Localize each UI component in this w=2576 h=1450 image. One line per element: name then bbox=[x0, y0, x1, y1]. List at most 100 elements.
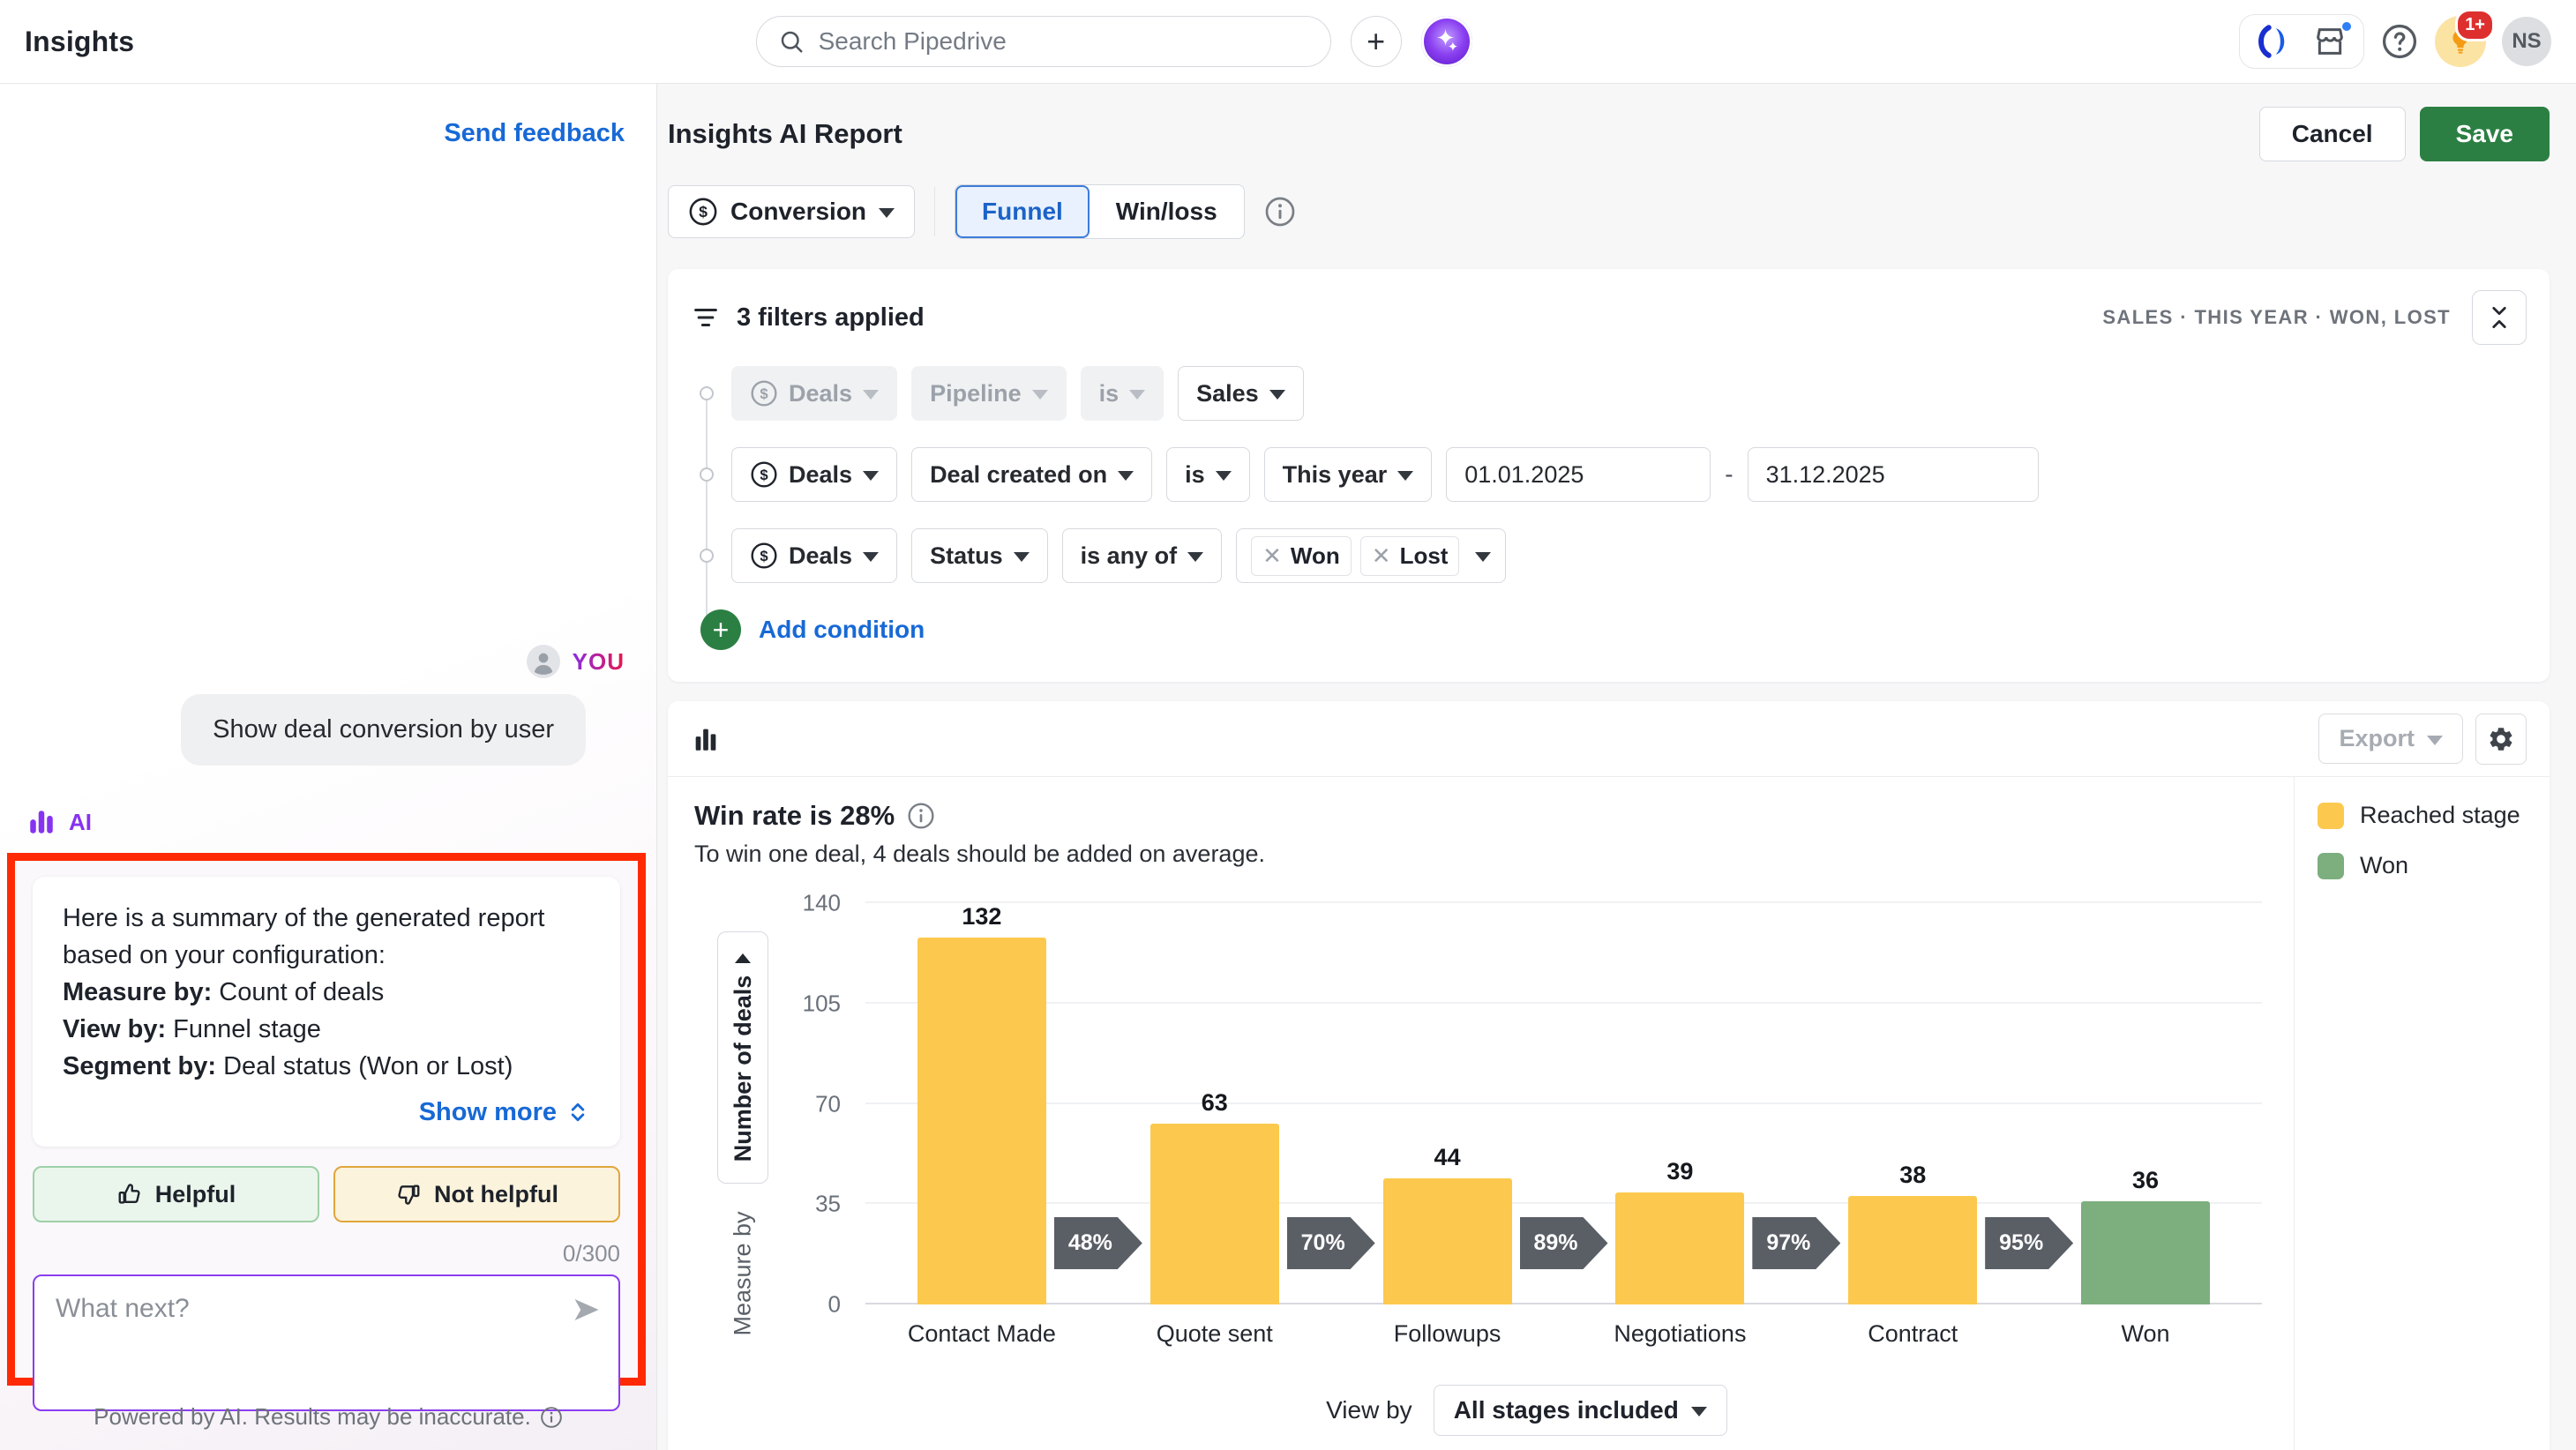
period-dropdown[interactable]: This year bbox=[1264, 447, 1433, 502]
suggestions-count-badge: 1+ bbox=[2455, 9, 2495, 41]
legend-item-won: Won bbox=[2318, 852, 2550, 879]
addons-group bbox=[2239, 14, 2364, 69]
remove-chip-icon[interactable]: ✕ bbox=[1372, 542, 1391, 570]
conversion-rate-badge: 70% bbox=[1287, 1217, 1375, 1269]
notification-dot bbox=[2340, 20, 2353, 33]
x-tick-label: Contact Made bbox=[865, 1320, 1098, 1348]
operator-dropdown[interactable]: is any of bbox=[1062, 528, 1223, 583]
tab-funnel[interactable]: Funnel bbox=[955, 185, 1090, 238]
info-icon[interactable] bbox=[907, 802, 935, 830]
help-icon[interactable] bbox=[2380, 22, 2419, 61]
quick-add-button[interactable]: + bbox=[1351, 16, 1402, 67]
condition-rail bbox=[706, 393, 708, 630]
filter-row-pipeline: $ Deals Pipeline is Sales bbox=[682, 366, 2525, 421]
date-to-input[interactable] bbox=[1748, 447, 2039, 502]
ai-disclaimer: Powered by AI. Results may be inaccurate… bbox=[0, 1403, 656, 1431]
send-feedback-link[interactable]: Send feedback bbox=[444, 119, 625, 148]
brand-app-icon[interactable] bbox=[2254, 22, 2293, 61]
pipeline-value-dropdown[interactable]: Sales bbox=[1178, 366, 1304, 421]
bar-chart-icon bbox=[691, 724, 721, 754]
y-tick-label: 35 bbox=[815, 1191, 841, 1218]
date-from-input[interactable] bbox=[1446, 447, 1711, 502]
expand-collapse-icon bbox=[565, 1100, 590, 1125]
legend-swatch-1 bbox=[2318, 853, 2344, 879]
chart-legend: Reached stage Won bbox=[2294, 777, 2550, 1450]
thumbs-up-icon bbox=[116, 1181, 143, 1207]
status-values-multiselect[interactable]: ✕ Won ✕ Lost bbox=[1236, 528, 1506, 583]
operator-dropdown: is bbox=[1081, 366, 1164, 421]
gear-icon bbox=[2487, 725, 2515, 753]
view-by-dropdown[interactable]: All stages included bbox=[1434, 1385, 1727, 1436]
y-tick-label: 105 bbox=[803, 990, 841, 1017]
y-tick-label: 0 bbox=[828, 1291, 841, 1319]
value-chip-won: ✕ Won bbox=[1251, 536, 1352, 576]
not-helpful-button[interactable]: Not helpful bbox=[333, 1166, 620, 1222]
entity-dropdown: $ Deals bbox=[731, 366, 897, 421]
field-dropdown[interactable]: Status bbox=[911, 528, 1048, 583]
info-icon bbox=[540, 1406, 563, 1429]
main-content: Insights AI Report Cancel Save $ Convers… bbox=[657, 84, 2576, 1450]
condition-dot bbox=[700, 386, 714, 400]
collapse-filters-button[interactable] bbox=[2472, 290, 2527, 345]
chart-subtitle: To win one deal, 4 deals should be added… bbox=[694, 841, 2285, 868]
condition-dot bbox=[700, 467, 714, 482]
export-dropdown[interactable]: Export bbox=[2318, 714, 2463, 764]
suggestions-bulb-icon[interactable]: 1+ bbox=[2435, 16, 2486, 67]
add-condition[interactable]: + Add condition bbox=[682, 609, 2525, 650]
chart-settings-button[interactable] bbox=[2475, 714, 2527, 765]
info-icon[interactable] bbox=[1264, 196, 1296, 228]
ai-chat-sidebar: Send feedback YOU Show deal conversion b… bbox=[0, 84, 657, 1450]
char-counter: 0/300 bbox=[33, 1240, 620, 1267]
entity-dropdown[interactable]: $ Deals bbox=[731, 528, 897, 583]
svg-text:$: $ bbox=[760, 467, 768, 483]
measure-by-dropdown[interactable]: Number of deals bbox=[717, 931, 768, 1184]
x-tick-label: Contract bbox=[1796, 1320, 2029, 1348]
ai-chat-input[interactable] bbox=[33, 1274, 620, 1411]
svg-text:$: $ bbox=[760, 548, 768, 564]
user-avatar[interactable]: NS bbox=[2502, 17, 2551, 66]
field-dropdown[interactable]: Deal created on bbox=[911, 447, 1152, 502]
y-axis-labels: 03570105140 bbox=[791, 903, 853, 1304]
person-avatar-icon bbox=[527, 645, 560, 678]
arrow-right-icon bbox=[735, 953, 751, 963]
measure-by-label: Measure by bbox=[730, 1211, 757, 1335]
conversion-badges: 48%70%89%97%95% bbox=[865, 903, 2262, 1304]
search-input[interactable] bbox=[819, 27, 1309, 56]
chevron-down-icon bbox=[2427, 736, 2443, 745]
user-message-header: YOU bbox=[527, 645, 625, 678]
search-icon bbox=[778, 28, 805, 55]
cancel-button[interactable]: Cancel bbox=[2259, 107, 2406, 161]
conversion-rate-badge: 97% bbox=[1752, 1217, 1840, 1269]
user-message-bubble: Show deal conversion by user bbox=[181, 694, 586, 766]
report-type-dropdown[interactable]: $ Conversion bbox=[668, 185, 915, 238]
tab-winloss[interactable]: Win/loss bbox=[1090, 185, 1244, 238]
helpful-button[interactable]: Helpful bbox=[33, 1166, 319, 1222]
operator-dropdown[interactable]: is bbox=[1166, 447, 1250, 502]
ai-message-header: AI bbox=[26, 807, 92, 837]
page-title: Insights AI Report bbox=[668, 118, 902, 150]
x-tick-label: Won bbox=[2029, 1320, 2262, 1348]
svg-text:$: $ bbox=[699, 203, 708, 220]
marketplace-icon[interactable] bbox=[2310, 22, 2349, 61]
svg-text:$: $ bbox=[760, 385, 768, 402]
send-icon[interactable] bbox=[571, 1294, 603, 1326]
you-label: YOU bbox=[573, 648, 625, 676]
condition-dot bbox=[700, 549, 714, 563]
ai-assistant-button[interactable]: ✦ ✦ bbox=[1421, 16, 1472, 67]
app-title: Insights bbox=[25, 26, 134, 58]
save-button[interactable]: Save bbox=[2420, 107, 2550, 161]
deals-dollar-icon: $ bbox=[750, 379, 778, 407]
chevron-down-icon bbox=[1691, 1407, 1707, 1416]
applied-filters-caps: SALES · THIS YEAR · WON, LOST bbox=[2102, 306, 2451, 329]
view-tabs: Funnel Win/loss bbox=[955, 184, 1245, 239]
deals-dollar-icon: $ bbox=[750, 460, 778, 489]
ai-label: AI bbox=[69, 809, 92, 836]
conversion-rate-badge: 95% bbox=[1985, 1217, 2073, 1269]
report-chart-panel: Export Win rate is 28% To win one deal, … bbox=[668, 701, 2550, 1450]
plus-icon[interactable]: + bbox=[700, 609, 741, 650]
global-search[interactable] bbox=[756, 16, 1331, 67]
filters-summary: 3 filters applied bbox=[737, 303, 925, 333]
show-more-link[interactable]: Show more bbox=[419, 1094, 590, 1131]
entity-dropdown[interactable]: $ Deals bbox=[731, 447, 897, 502]
remove-chip-icon[interactable]: ✕ bbox=[1262, 542, 1282, 570]
